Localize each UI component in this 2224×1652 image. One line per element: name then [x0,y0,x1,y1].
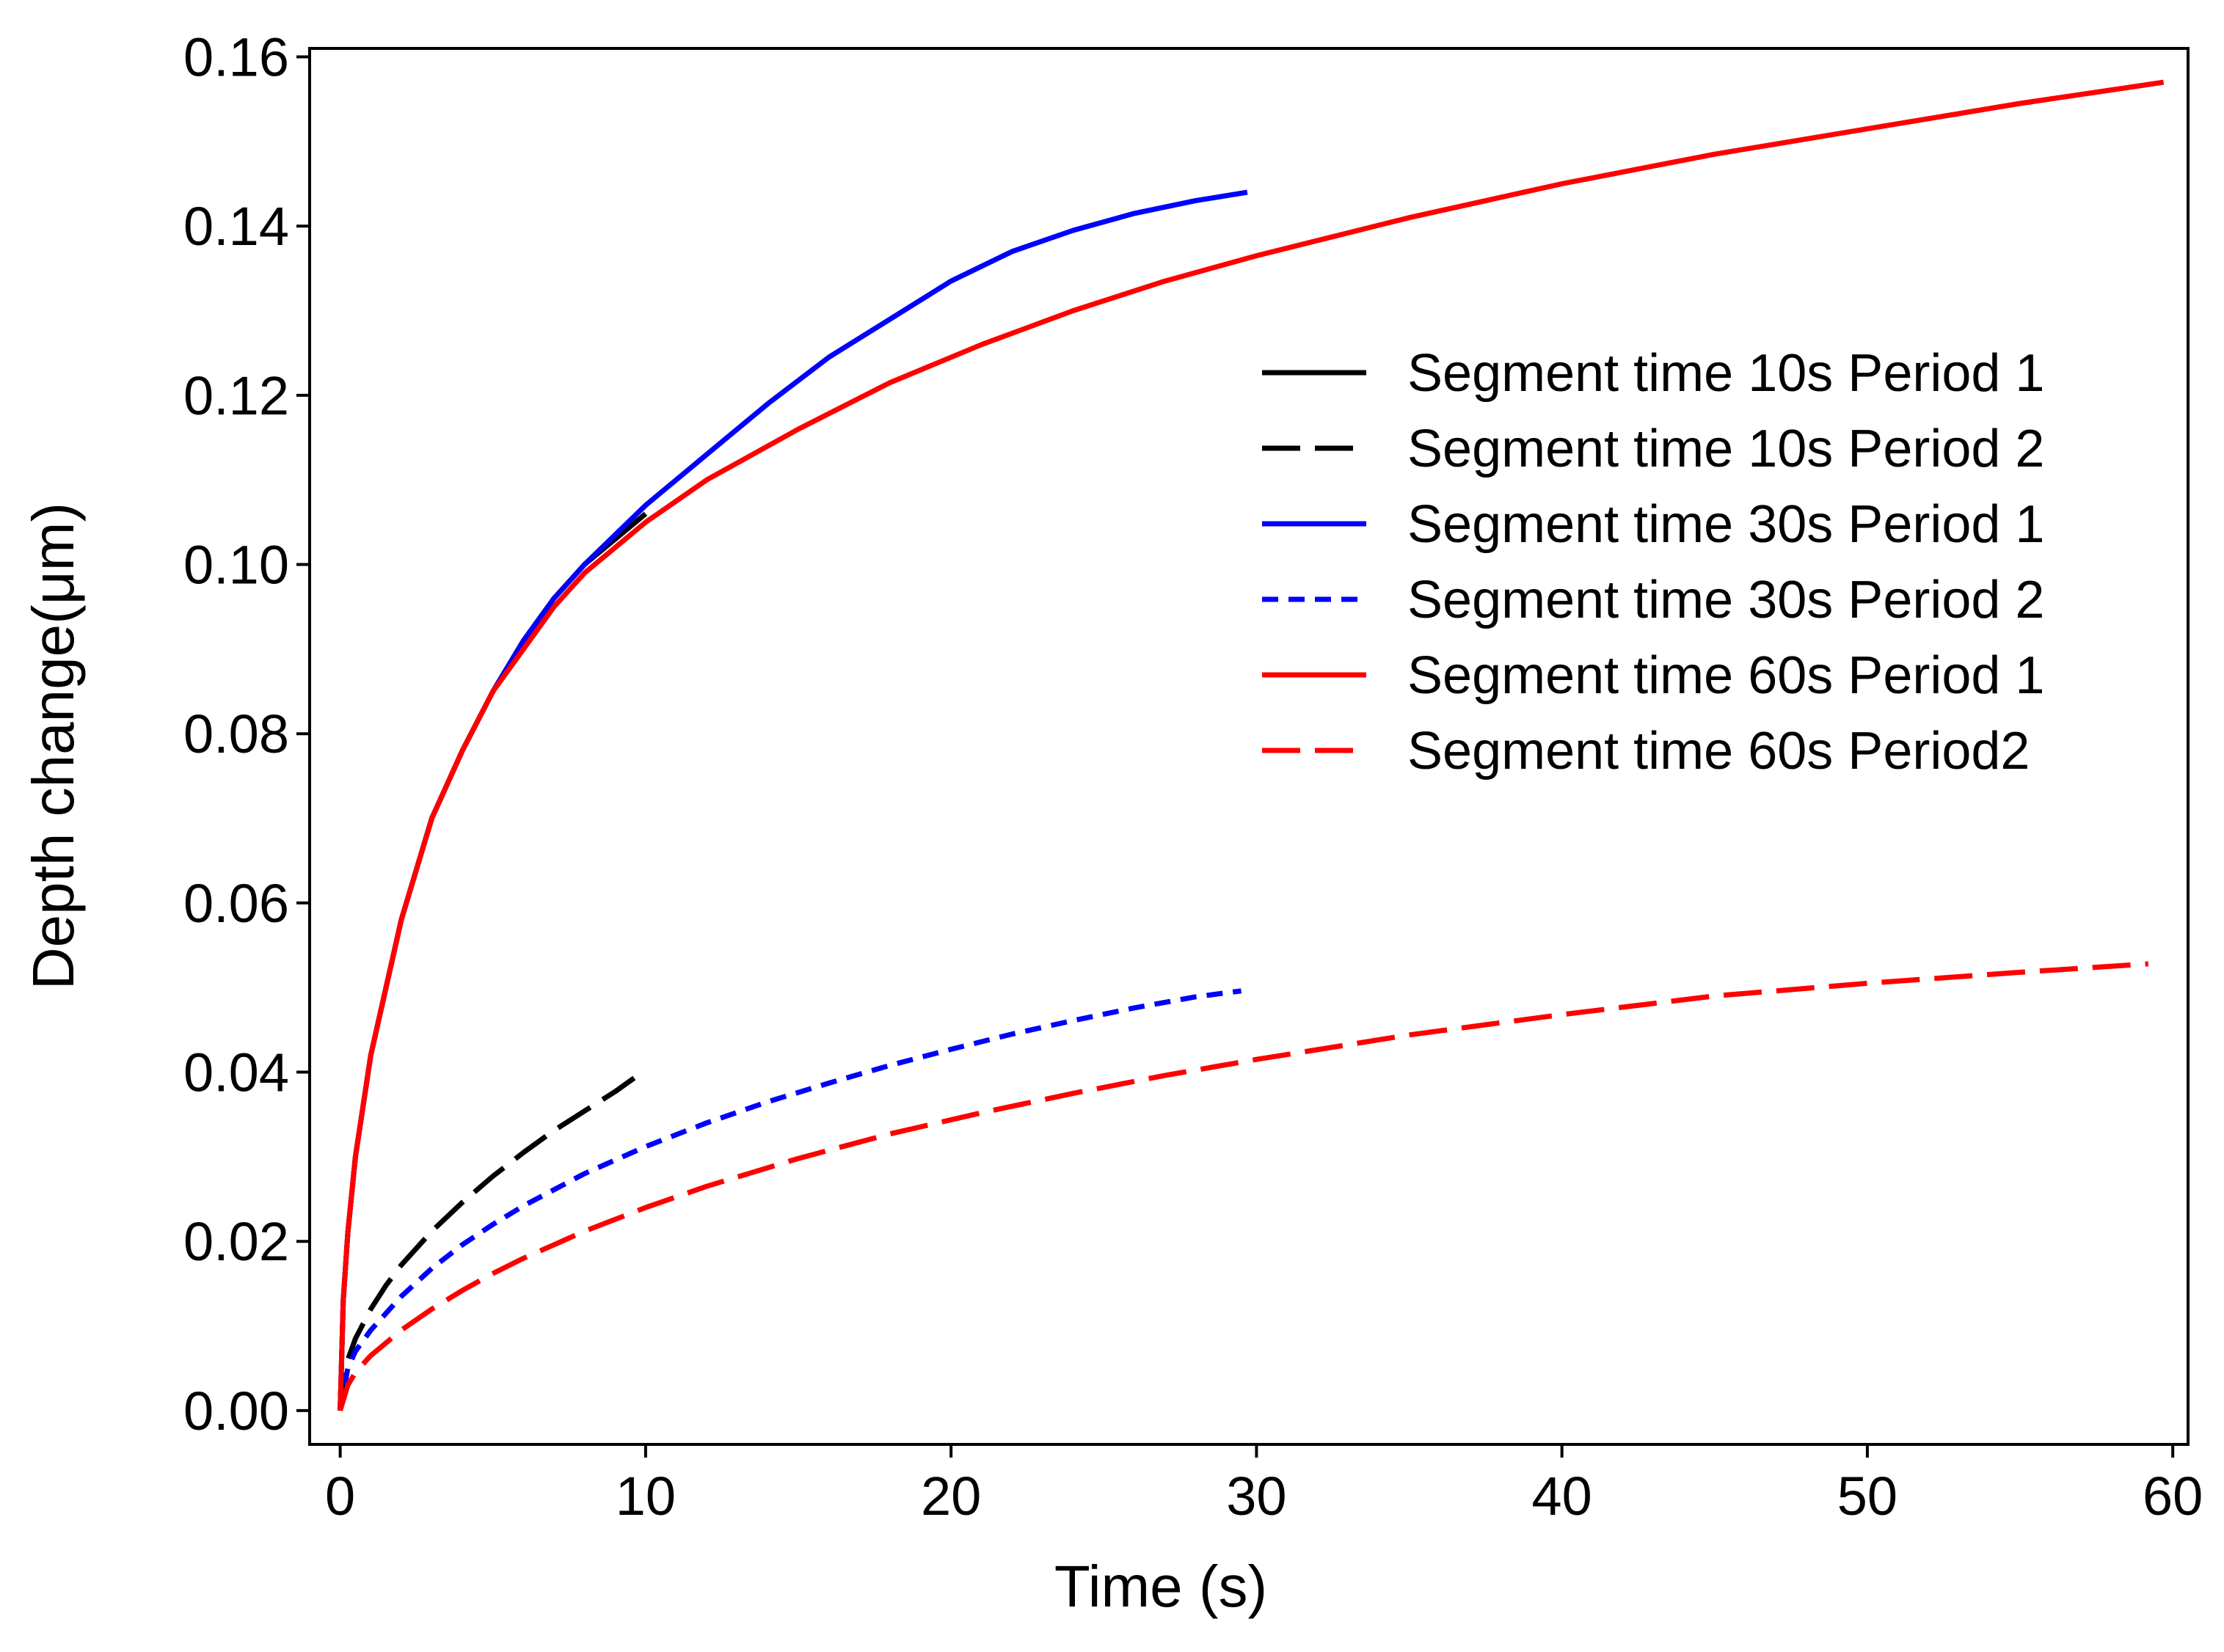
plot-frame [308,47,2190,1446]
x-tick-label: 30 [1226,1466,1286,1527]
series-line-6 [338,961,2149,1411]
legend-label-5: Segment time 60s Period 1 [1407,646,2044,705]
y-tick-label: 0.16 [183,27,289,88]
y-axis-title: Depth change(μm) [21,502,86,990]
x-tick-label: 60 [2143,1466,2203,1527]
x-tick-label: 10 [616,1466,676,1527]
legend: Segment time 10s Period 1 Segment time 10… [1262,344,2044,781]
legend-label-3: Segment time 30s Period 1 [1407,495,2044,554]
y-tick-label: 0.06 [183,873,289,934]
series-line-5 [338,79,2165,1411]
series-line-4 [338,988,1242,1411]
legend-label-4: Segment time 30s Period 2 [1407,571,2044,629]
y-tick-label: 0.14 [183,196,289,257]
x-tick-label: 50 [1837,1466,1897,1527]
series-line-2 [338,1074,638,1411]
y-tick-label: 0.12 [183,365,289,426]
series-layer [338,79,2165,1411]
x-tick-label: 20 [921,1466,981,1527]
x-axis-title: Time (s) [1054,1554,1267,1619]
y-tick-label: 0.04 [183,1042,289,1103]
y-tick-label: 0.08 [183,703,289,764]
legend-label-1: Segment time 10s Period 1 [1407,344,2044,403]
y-tick-label: 0.10 [183,535,289,596]
x-tick-label: 40 [1532,1466,1592,1527]
y-tick-label: 0.02 [183,1211,289,1272]
legend-label-6: Segment time 60s Period2 [1407,722,2030,781]
x-tick-label: 0 [325,1466,355,1527]
y-tick-label: 0.00 [183,1381,289,1441]
ticks-layer: 0 10 20 30 40 50 60 0.00 0.02 0.04 0.06 0.08 0.10 0.1… [183,27,2203,1527]
legend-label-2: Segment time 10s Period 2 [1407,420,2044,478]
